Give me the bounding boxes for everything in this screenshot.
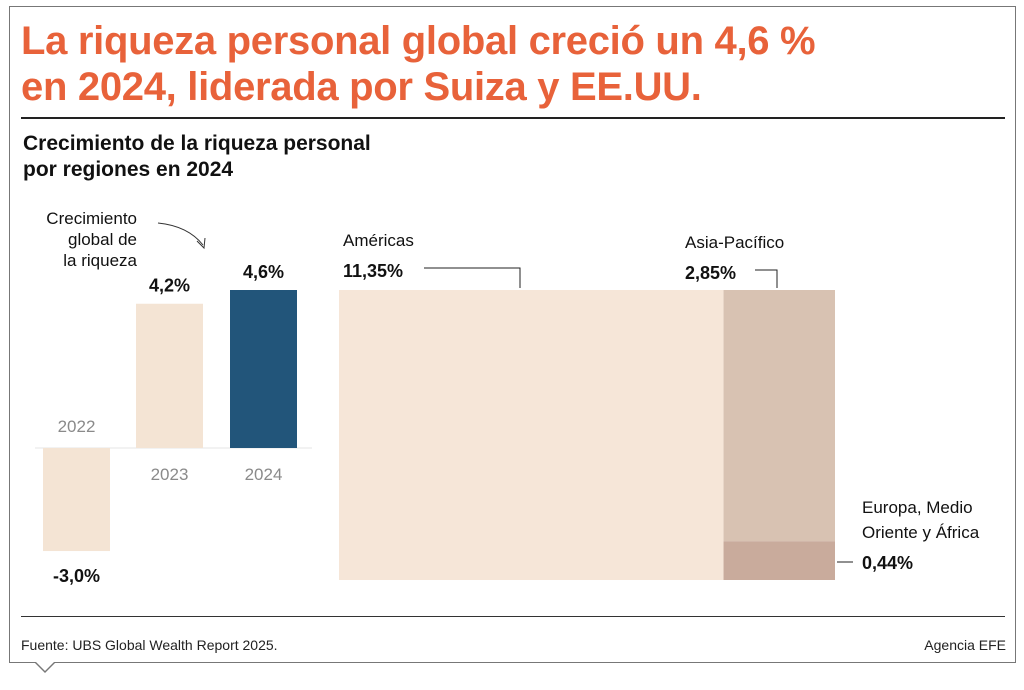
region-value-americas: 11,35% [343,261,403,281]
region-value-asia-pacific: 2,85% [685,263,736,283]
value-label-2024: 4,6% [243,262,284,282]
leader-line-americas [424,267,521,288]
year-label-2024: 2024 [245,465,283,484]
annotation-line-2: global de [68,230,137,249]
subtitle-line-1: Crecimiento de la riqueza personal [23,132,371,155]
value-label-2022: -3,0% [53,566,100,586]
region-name-asia-pacific: Asia-Pacífico [685,233,784,252]
growth-bar-2023 [136,303,203,448]
annotation-line-3: la riqueza [63,251,137,270]
bottom-rule [21,616,1005,617]
value-label-2023: 4,2% [149,276,190,296]
region-block-asia-pacific [723,290,835,542]
source-note: Fuente: UBS Global Wealth Report 2025. [21,637,278,653]
top-rule [21,117,1005,119]
region-name-americas: Américas [343,231,414,250]
region-block-americas [339,290,724,580]
headline-line-2: en 2024, liderada por Suiza y EE.UU. [21,65,702,109]
headline: La riqueza personal global creció un 4,6… [21,18,816,110]
frame-pointer-inner [35,661,55,671]
annotation-arrow-head [196,237,206,250]
region-name-emea-line-2: Oriente y África [862,523,980,542]
growth-bar-2022 [43,448,110,552]
chart-subtitle: Crecimiento de la riqueza personal por r… [23,131,371,183]
region-block-emea [723,541,835,580]
subtitle-line-2: por regiones en 2024 [23,158,234,181]
headline-line-1: La riqueza personal global creció un 4,6… [21,19,816,63]
growth-bar-2024 [230,290,297,448]
leader-line-asia-pacific [755,269,778,288]
agency-credit: Agencia EFE [924,637,1006,653]
annotation-line-1: Crecimiento [46,209,137,228]
year-label-2022: 2022 [58,417,96,436]
year-label-2023: 2023 [151,465,189,484]
region-name-emea-line-1: Europa, Medio [862,498,973,517]
region-value-emea: 0,44% [862,553,913,573]
annotation-arrow-curve [157,222,204,246]
